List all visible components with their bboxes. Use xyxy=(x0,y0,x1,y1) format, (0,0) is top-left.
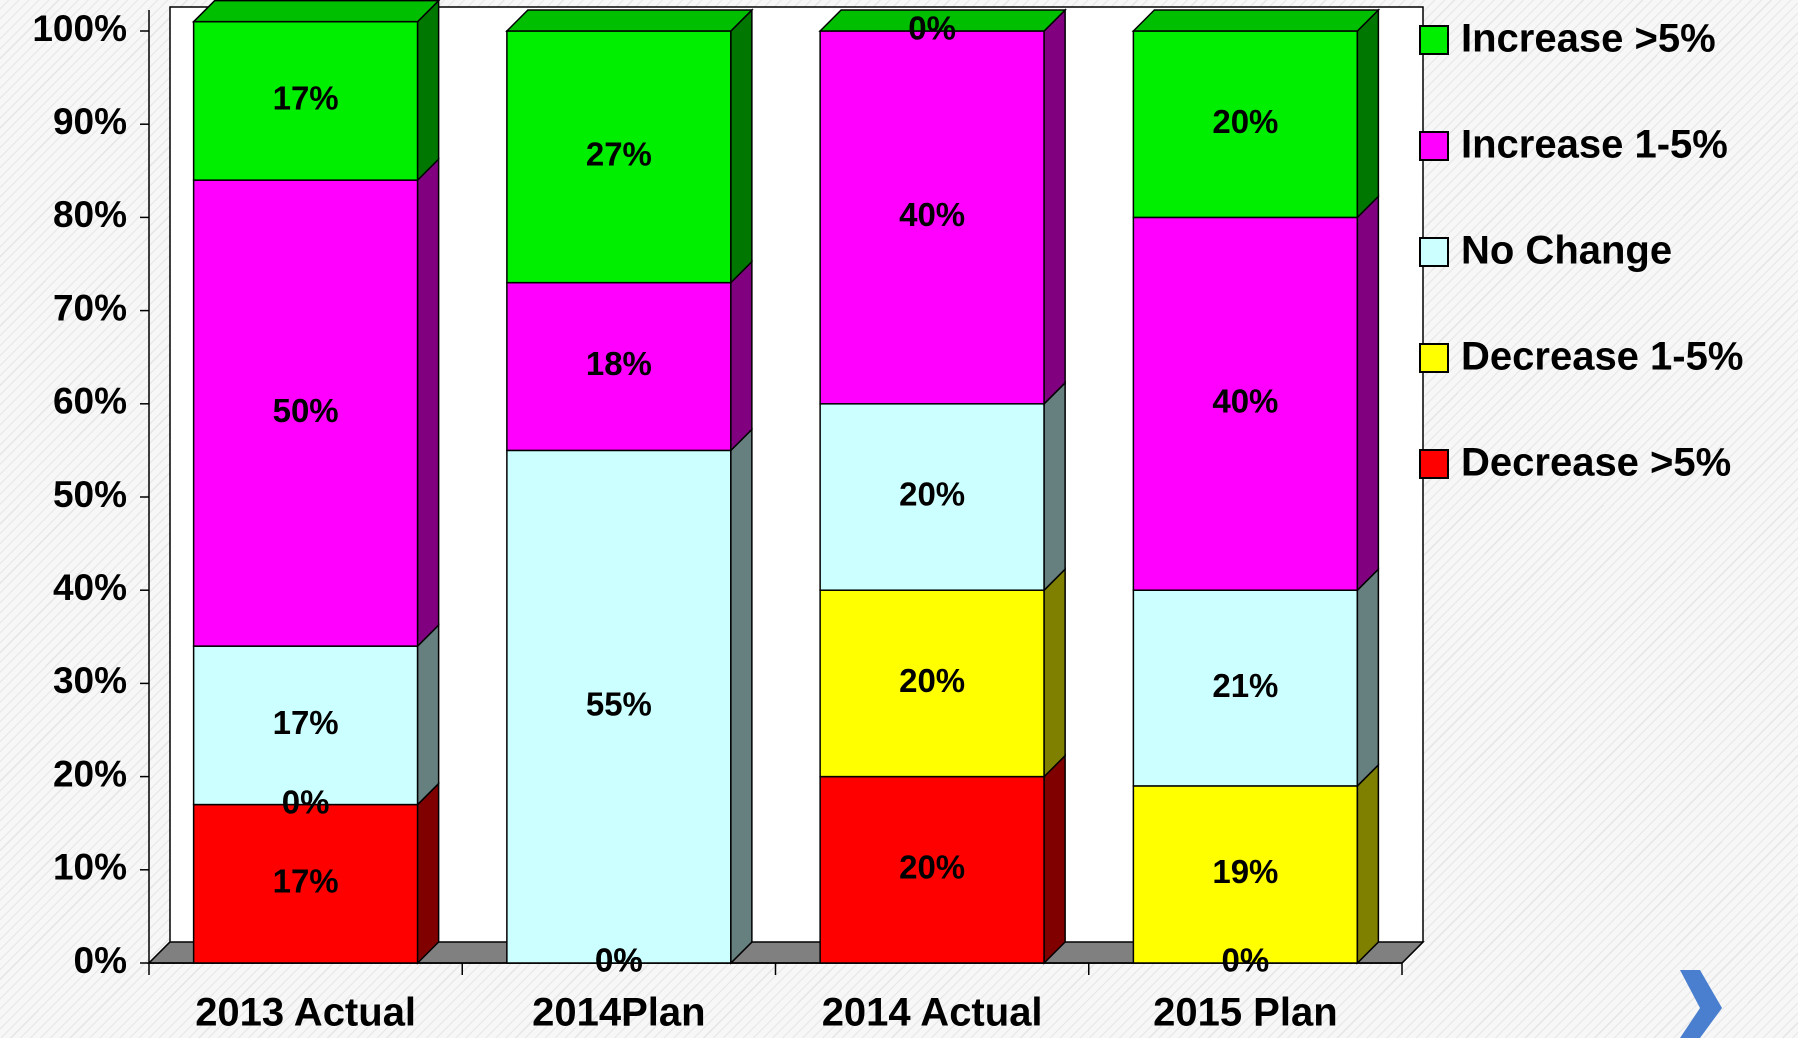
bar-side xyxy=(1356,567,1380,788)
data-label: 21% xyxy=(1212,667,1278,704)
bar-side xyxy=(416,781,440,965)
data-label: 19% xyxy=(1212,853,1278,890)
data-label: 55% xyxy=(586,685,652,722)
bar-segment xyxy=(506,281,732,452)
bar-segment xyxy=(506,449,732,964)
next-chevron[interactable] xyxy=(1680,970,1722,1038)
data-label: 50% xyxy=(273,392,339,429)
bar-side xyxy=(1356,194,1380,593)
bar-side xyxy=(1043,567,1066,779)
data-label: 18% xyxy=(586,345,652,382)
y-tick-label: 60% xyxy=(53,381,127,422)
legend-swatch xyxy=(1419,343,1449,373)
legend-label: No Change xyxy=(1461,229,1672,273)
bar-segment xyxy=(192,179,419,647)
x-tick-label: 2014Plan xyxy=(532,991,705,1035)
y-tick-label: 20% xyxy=(53,753,127,794)
data-label: 17% xyxy=(273,862,339,899)
bar-side xyxy=(730,8,753,285)
legend-swatch xyxy=(1419,449,1449,479)
data-label: 17% xyxy=(273,80,339,117)
bar-segment xyxy=(819,403,1045,591)
legend-label: Decrease >5% xyxy=(1461,441,1731,485)
bar-segment xyxy=(819,775,1045,964)
y-tick-label: 0% xyxy=(74,940,127,981)
bar-side xyxy=(416,0,440,182)
legend-label: Increase >5% xyxy=(1461,17,1716,61)
bar-side xyxy=(730,427,753,965)
data-label: 0% xyxy=(282,783,330,820)
y-tick-label: 10% xyxy=(53,847,127,888)
bar-side xyxy=(1043,380,1066,593)
legend-label: Increase 1-5% xyxy=(1461,123,1728,167)
bar-side xyxy=(730,259,753,453)
bar-segment xyxy=(192,803,419,964)
bar-segment xyxy=(192,645,419,806)
legend-swatch xyxy=(1419,131,1449,161)
bar-side xyxy=(416,623,440,807)
y-tick-label: 80% xyxy=(53,194,127,235)
data-label: 20% xyxy=(899,662,965,699)
bar-side xyxy=(1043,8,1066,406)
legend-label: Decrease 1-5% xyxy=(1461,335,1743,379)
data-label: 20% xyxy=(899,476,965,513)
bar-top xyxy=(1131,9,1381,32)
bar-side xyxy=(1356,763,1380,965)
data-label: 40% xyxy=(899,196,965,233)
data-label: 0% xyxy=(595,942,643,979)
x-tick-label: 2015 Plan xyxy=(1153,991,1338,1035)
bar-segment xyxy=(819,589,1045,778)
data-label: 27% xyxy=(586,136,652,173)
bar-side xyxy=(1043,753,1066,965)
bar-side xyxy=(416,157,440,648)
bar-segment xyxy=(192,20,419,181)
data-label: 0% xyxy=(1222,942,1270,979)
bar-top xyxy=(818,9,1067,32)
y-tick-label: 40% xyxy=(53,567,127,608)
data-label: 40% xyxy=(1212,383,1278,420)
bar-segment xyxy=(1132,30,1359,219)
data-label: 0% xyxy=(908,10,956,47)
data-label: 17% xyxy=(273,704,339,741)
bar-segment xyxy=(1132,589,1359,787)
legend-swatch xyxy=(1419,25,1449,55)
bar-top xyxy=(191,0,441,23)
bar-segment xyxy=(1132,216,1359,591)
x-tick-label: 2013 Actual xyxy=(195,991,416,1035)
bar-side xyxy=(1356,8,1380,220)
y-tick-label: 50% xyxy=(53,474,127,515)
data-label: 20% xyxy=(1212,103,1278,140)
y-tick-label: 70% xyxy=(53,287,127,328)
bar-top xyxy=(505,9,754,32)
legend-swatch xyxy=(1419,237,1449,267)
x-tick-label: 2014 Actual xyxy=(822,991,1043,1035)
y-tick-label: 90% xyxy=(53,101,127,142)
data-label: 0% xyxy=(595,942,643,979)
bar-segment xyxy=(1132,785,1359,964)
y-tick-label: 100% xyxy=(32,8,127,49)
data-label: 20% xyxy=(899,849,965,886)
y-tick-label: 30% xyxy=(53,660,127,701)
bar-segment xyxy=(506,30,732,284)
bar-segment xyxy=(819,30,1045,405)
